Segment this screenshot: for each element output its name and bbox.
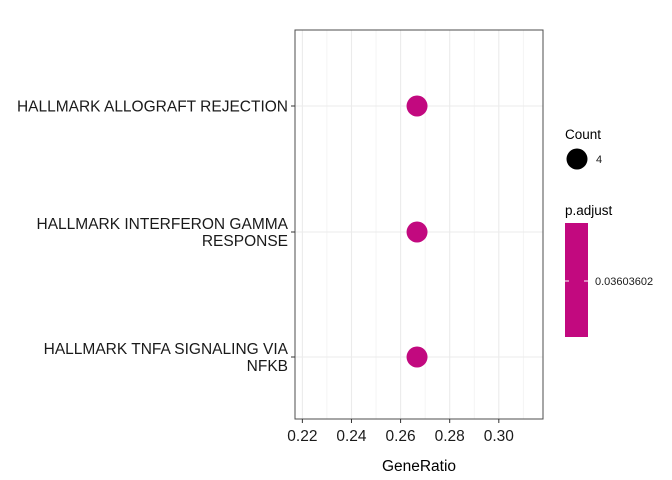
legend: Count 4 p.adjust 0.03603602 bbox=[565, 127, 653, 337]
x-tick-label: 0.28 bbox=[435, 428, 465, 445]
data-points bbox=[406, 95, 428, 368]
legend-count-title: Count bbox=[565, 127, 601, 142]
legend-count-dot bbox=[566, 148, 588, 170]
legend-padjust-colorbar bbox=[565, 223, 588, 337]
plot-panel-border bbox=[294, 29, 544, 420]
minor-gridlines bbox=[326, 30, 524, 419]
x-tick-label: 0.22 bbox=[287, 428, 317, 445]
data-point bbox=[406, 95, 428, 117]
legend-count-label: 4 bbox=[596, 154, 602, 166]
y-tick-label: HALLMARK TNFA SIGNALING VIA NFKB bbox=[44, 341, 289, 375]
legend-padjust-label: 0.03603602 bbox=[595, 276, 653, 288]
y-tick-label: HALLMARK ALLOGRAFT REJECTION bbox=[17, 99, 288, 116]
y-tick-label: HALLMARK INTERFERON GAMMA RESPONSE bbox=[37, 216, 289, 250]
legend-padjust-title: p.adjust bbox=[565, 203, 613, 218]
data-point bbox=[406, 221, 428, 243]
x-axis-label: GeneRatio bbox=[382, 458, 456, 475]
y-axis: HALLMARK ALLOGRAFT REJECTION HALLMARK INT… bbox=[17, 99, 295, 375]
x-axis: 0.22 0.24 0.26 0.28 0.30 bbox=[287, 419, 514, 445]
x-tick-label: 0.30 bbox=[484, 428, 515, 445]
data-point bbox=[406, 346, 428, 368]
x-tick-label: 0.26 bbox=[385, 428, 415, 445]
x-tick-label: 0.24 bbox=[336, 428, 367, 445]
